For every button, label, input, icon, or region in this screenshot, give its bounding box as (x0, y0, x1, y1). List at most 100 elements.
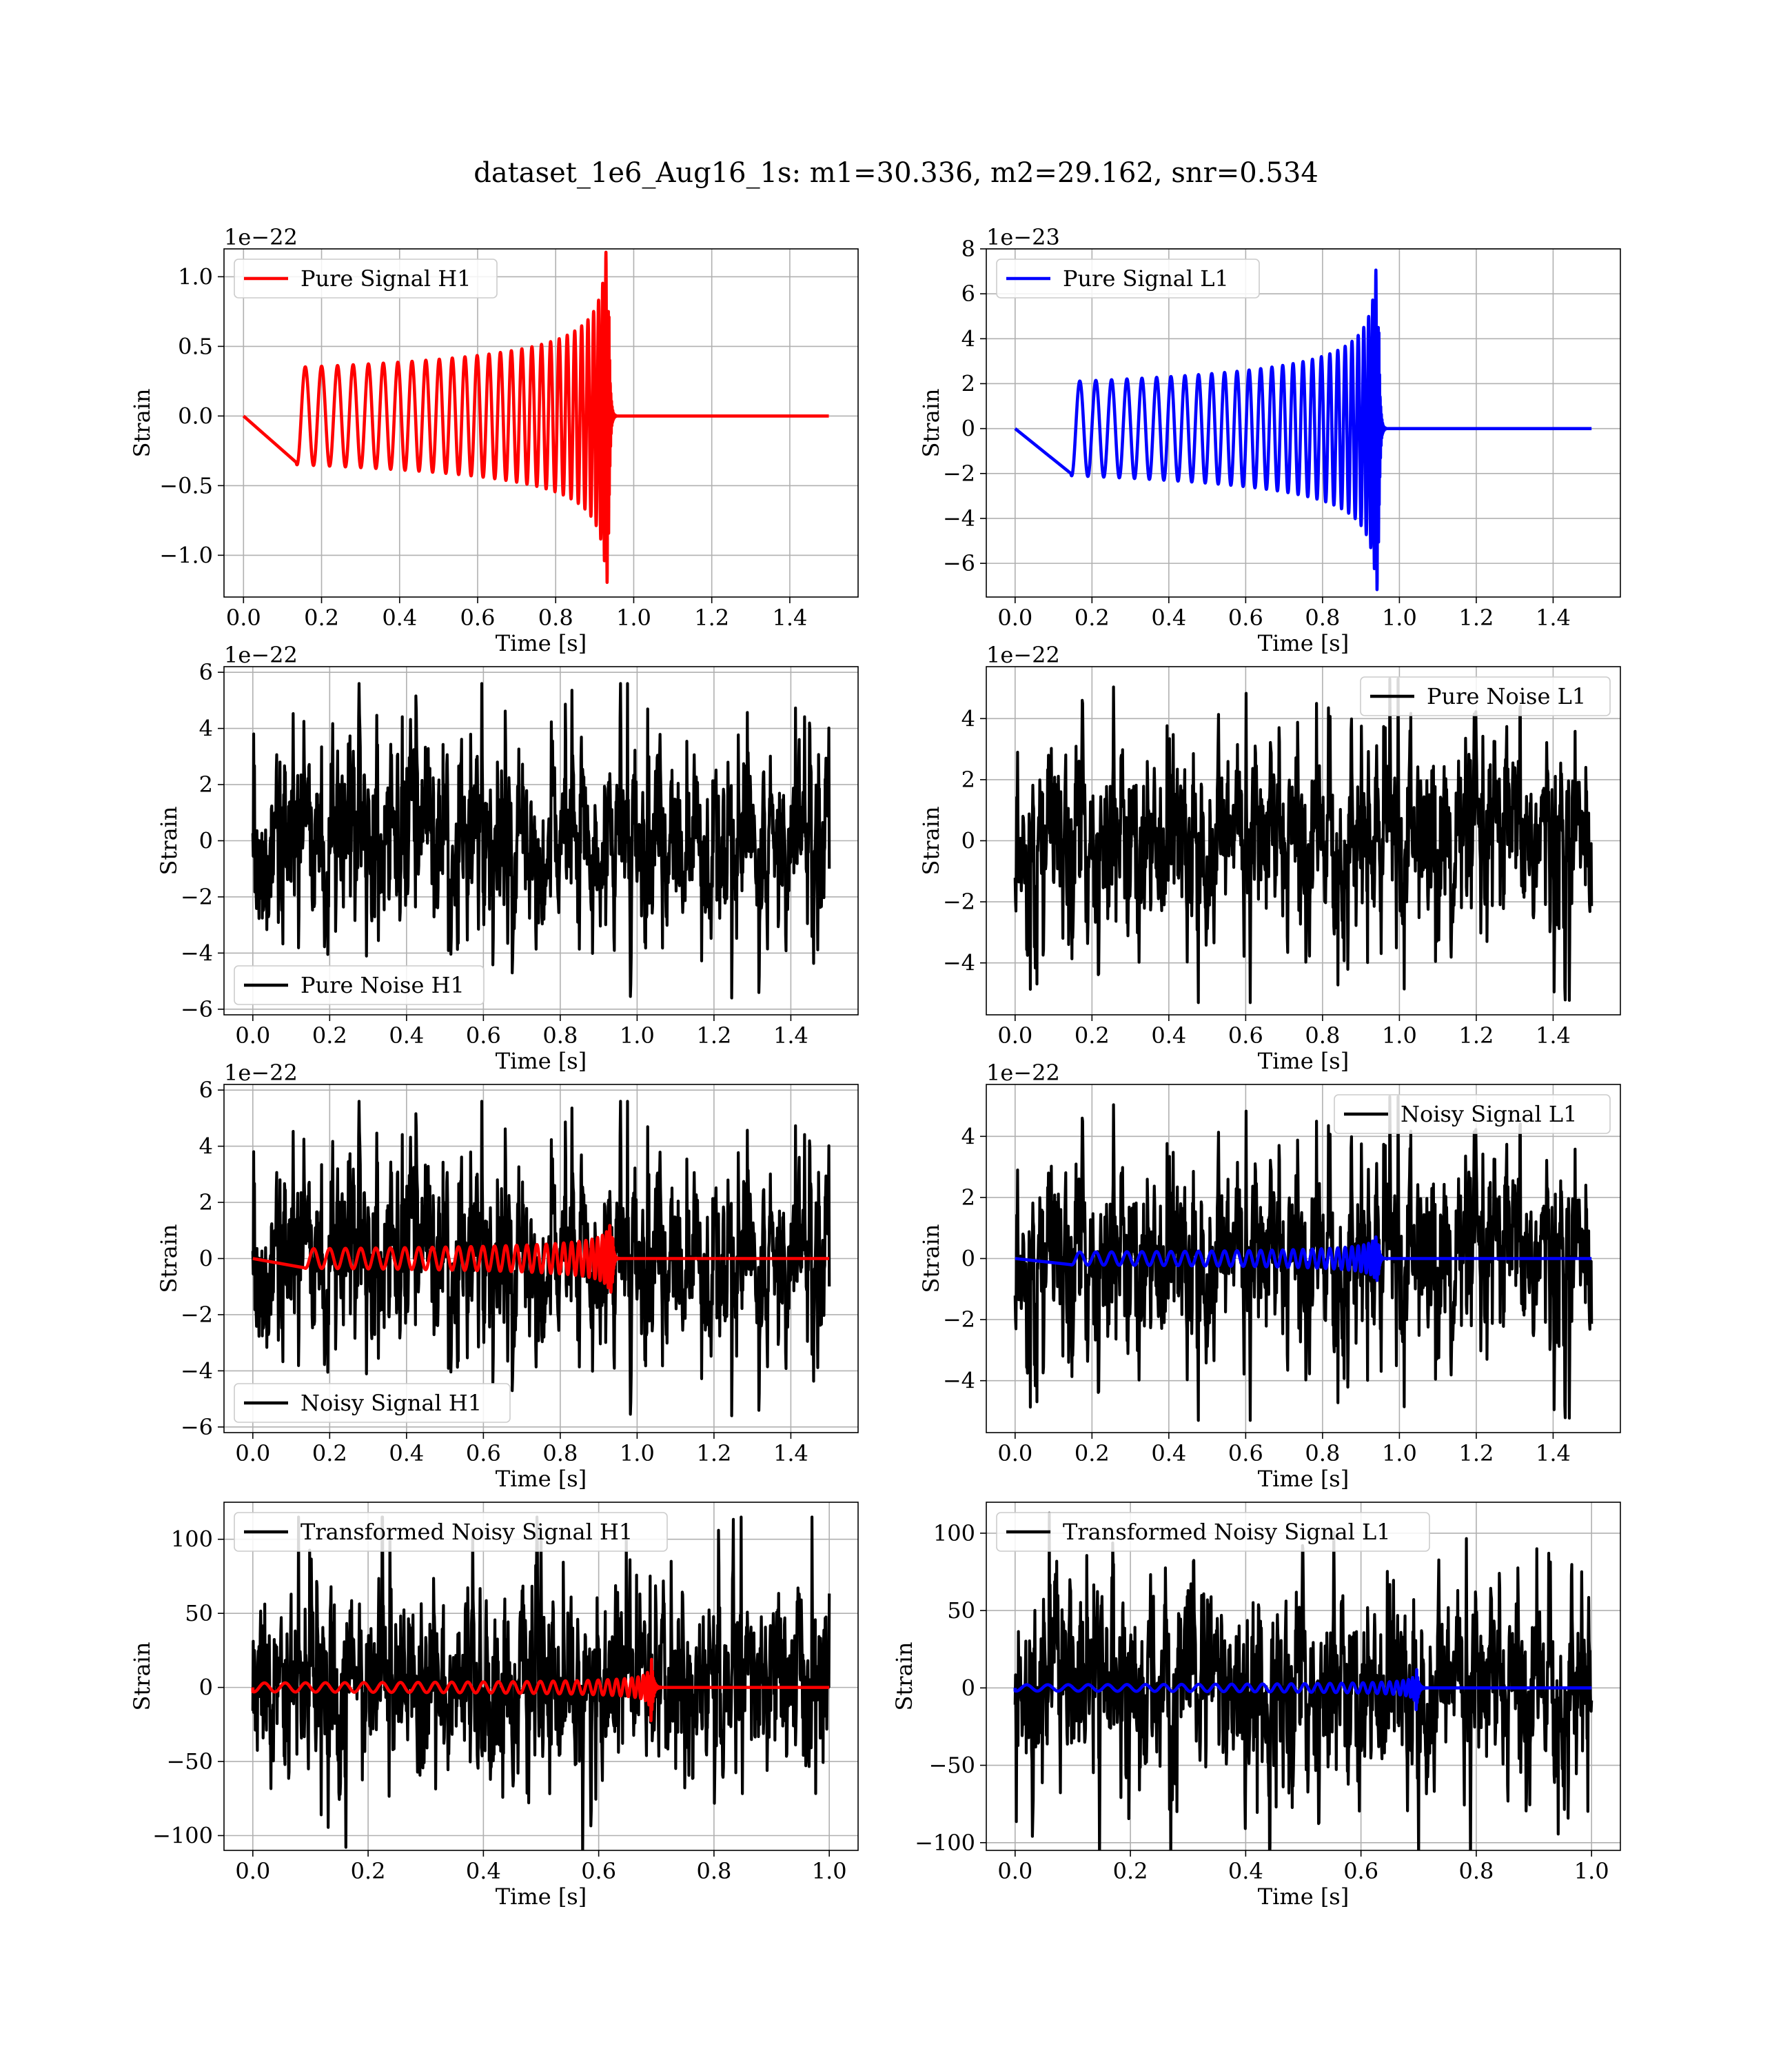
y-tick-label: 2 (199, 771, 213, 798)
x-tick-label: 1.4 (1536, 1440, 1571, 1466)
x-tick-label: 0.0 (997, 1440, 1032, 1466)
y-tick-label: −2 (943, 889, 975, 915)
legend-box (996, 1512, 1430, 1552)
y-tick-label: −1.0 (159, 542, 213, 568)
x-tick-label: 0.2 (1075, 605, 1110, 631)
x-tick-label: 1.2 (1458, 605, 1494, 631)
series-line-chirp-overlay (251, 1657, 830, 1723)
x-axis-label: Time [s] (1258, 1466, 1349, 1492)
x-tick-label: 0.2 (351, 1858, 386, 1884)
y-tick-label: 4 (961, 705, 975, 731)
series-line-pure-noise-l1 (1013, 677, 1594, 1004)
legend-label: Pure Signal L1 (1063, 265, 1229, 292)
y-tick-label: 6 (961, 281, 975, 307)
chart-panel-transformed-noisy-signal-l1: 0.0 0.2 0.4 0.6 0.8 1.0 −100 −50 0 50 100 Time [s] S… (891, 1502, 1621, 1910)
y-tick-label: −4 (181, 1357, 213, 1384)
legend: Transformed Noisy Signal L1 (996, 1512, 1430, 1552)
series-line-chirp-overlay (1013, 1668, 1592, 1712)
x-tick-label: 0.4 (1228, 1858, 1263, 1884)
y-tick-label: 50 (185, 1600, 213, 1626)
x-tick-label: 0.0 (235, 1440, 270, 1466)
legend: Noisy Signal H1 (234, 1383, 511, 1423)
x-tick-label: 0.4 (389, 1022, 424, 1049)
y-tick-label: 0 (961, 416, 975, 442)
plot-frame (986, 248, 1621, 598)
legend-label: Noisy Signal L1 (1401, 1101, 1578, 1127)
y-tick-label: 4 (961, 325, 975, 352)
x-tick-label: 1.0 (1382, 1440, 1417, 1466)
legend: Pure Noise H1 (234, 965, 485, 1005)
legend-box (1360, 676, 1611, 716)
x-tick-label: 0.6 (466, 1022, 501, 1049)
y-tick-label: −4 (943, 505, 975, 532)
series-line-transformed-noisy-signal-l1 (1013, 1511, 1594, 1850)
legend-box (234, 965, 485, 1005)
x-tick-label: 0.4 (382, 605, 417, 631)
x-tick-label: 0.2 (312, 1022, 347, 1049)
y-axis-label: Strain (129, 389, 155, 458)
y-tick-label: −4 (181, 940, 213, 966)
x-tick-label: 0.6 (466, 1440, 501, 1466)
x-tick-label: 0.0 (235, 1022, 270, 1049)
y-tick-label: 0 (199, 828, 213, 854)
legend: Pure Noise L1 (1360, 676, 1611, 716)
x-tick-label: 0.2 (1113, 1858, 1148, 1884)
series-line-chirp-overlay (252, 1224, 830, 1294)
x-tick-label: 0.8 (538, 605, 573, 631)
offset-text: 1e−22 (986, 1060, 1060, 1086)
legend-label: Pure Noise H1 (301, 972, 465, 998)
legend: Pure Signal L1 (996, 259, 1260, 299)
x-tick-label: 0.8 (542, 1022, 578, 1049)
x-tick-label: 0.2 (1075, 1022, 1110, 1049)
y-tick-label: 8 (961, 236, 975, 262)
y-tick-label: −50 (166, 1748, 213, 1775)
y-tick-label: 6 (199, 659, 213, 685)
chart-panel-pure-noise-l1: 0.0 0.2 0.4 0.6 0.8 1.0 1.2 1.4 −4 −2 0 2 4 1e−22 Time… (918, 642, 1621, 1074)
series-line-pure-noise-h1 (251, 682, 831, 1000)
x-axis-label: Time [s] (496, 630, 587, 656)
y-tick-label: −4 (943, 1368, 975, 1394)
y-tick-label: −2 (943, 1306, 975, 1333)
series-line-noisy-signal-l1 (1013, 1095, 1594, 1422)
legend-box (1334, 1094, 1611, 1134)
x-tick-label: 0.0 (235, 1858, 270, 1884)
y-tick-label: 0.5 (178, 333, 213, 359)
offset-text: 1e−22 (986, 642, 1060, 668)
y-tick-label: −2 (181, 884, 213, 910)
x-tick-label: 0.4 (389, 1440, 424, 1466)
y-tick-label: 50 (947, 1597, 975, 1624)
chart-panel-pure-noise-h1: 0.0 0.2 0.4 0.6 0.8 1.0 1.2 1.4 −6 −4 −2 0 2 4 6 1e−22 T… (156, 642, 859, 1074)
series-line-chirp-overlay (1015, 1235, 1592, 1282)
legend: Noisy Signal L1 (1334, 1094, 1611, 1134)
offset-text: 1e−22 (224, 642, 298, 668)
x-tick-label: 0.8 (1305, 605, 1340, 631)
y-tick-label: 1.0 (178, 263, 213, 290)
x-tick-label: 0.0 (997, 605, 1032, 631)
x-tick-label: 0.2 (312, 1440, 347, 1466)
x-tick-label: 0.4 (1151, 605, 1186, 631)
y-tick-label: −6 (943, 550, 975, 576)
y-tick-label: 0 (961, 828, 975, 854)
x-axis-label: Time [s] (1258, 1883, 1349, 1910)
y-tick-label: 4 (961, 1123, 975, 1149)
y-tick-label: −100 (152, 1823, 213, 1849)
y-tick-label: 0 (961, 1246, 975, 1272)
x-axis-label: Time [s] (496, 1466, 587, 1492)
y-tick-label: −0.5 (159, 472, 213, 498)
x-tick-label: 0.8 (696, 1858, 731, 1884)
plot-frame (223, 1502, 859, 1851)
legend: Pure Signal H1 (234, 259, 498, 299)
x-tick-label: 0.6 (460, 605, 496, 631)
x-tick-label: 1.4 (1536, 1022, 1571, 1049)
x-tick-label: 0.8 (542, 1440, 578, 1466)
chart-panel-pure-signal-l1: 0.0 0.2 0.4 0.6 0.8 1.0 1.2 1.4 −6 −4 −2 0 2 4 6 8 1e−23… (918, 224, 1621, 656)
legend-box (996, 259, 1260, 299)
y-tick-label: −100 (915, 1830, 975, 1856)
x-tick-label: 1.0 (1382, 1022, 1417, 1049)
x-tick-label: 0.6 (1228, 605, 1263, 631)
x-tick-label: 0.4 (466, 1858, 501, 1884)
chart-panel-noisy-signal-h1: 0.0 0.2 0.4 0.6 0.8 1.0 1.2 1.4 −6 −4 −2 0 2 4 6 1e−22 T… (156, 1060, 859, 1492)
y-tick-label: 4 (199, 716, 213, 742)
